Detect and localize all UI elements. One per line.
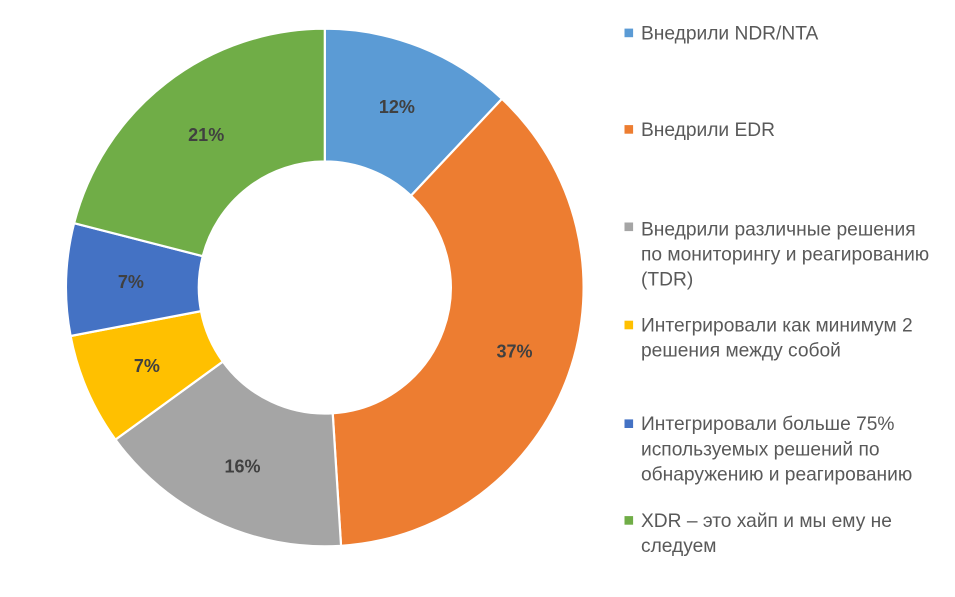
svg-text:по мониторингу и реагированию: по мониторингу и реагированию: [641, 245, 929, 266]
svg-text:Интегрировали как минимум 2: Интегрировали как минимум 2: [641, 316, 913, 337]
svg-text:Интегрировали больше 75%: Интегрировали больше 75%: [641, 414, 894, 435]
svg-text:обнаружению и реагированию: обнаружению и реагированию: [641, 465, 912, 486]
svg-text:XDR – это хайп и мы ему не: XDR – это хайп и мы ему не: [641, 511, 892, 532]
svg-text:7%: 7%: [118, 272, 144, 292]
svg-text:Внедрили NDR/NTA: Внедрили NDR/NTA: [641, 24, 819, 45]
svg-text:16%: 16%: [224, 457, 260, 477]
svg-text:используемых решений по: используемых решений по: [641, 439, 880, 460]
svg-text:следуем: следуем: [641, 536, 716, 557]
svg-text:Внедрили EDR: Внедрили EDR: [641, 120, 775, 141]
svg-text:(TDR): (TDR): [641, 270, 693, 291]
svg-text:Внедрили различные решения: Внедрили различные решения: [641, 219, 916, 240]
svg-text:12%: 12%: [379, 97, 415, 117]
svg-text:21%: 21%: [188, 125, 224, 145]
svg-text:решения между собой: решения между собой: [641, 341, 841, 362]
svg-text:7%: 7%: [134, 356, 160, 376]
svg-text:37%: 37%: [496, 341, 532, 361]
